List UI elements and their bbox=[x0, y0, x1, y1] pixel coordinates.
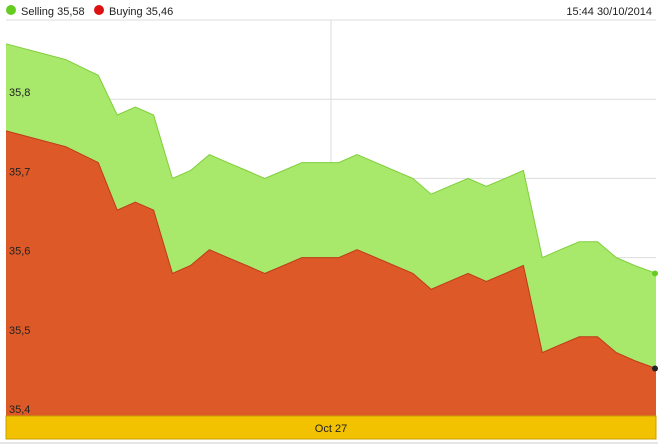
legend: Selling 35,58 Buying 35,46 bbox=[6, 5, 173, 18]
timestamp: 15:44 30/10/2014 bbox=[566, 6, 652, 18]
legend-label: Selling 35,58 bbox=[21, 6, 85, 18]
buying-end-marker bbox=[652, 365, 658, 372]
series-area-buying bbox=[6, 130, 656, 416]
legend-marker-buying bbox=[94, 5, 104, 15]
y-tick-label: 35,5 bbox=[9, 325, 30, 337]
legend-label: Buying 35,46 bbox=[109, 6, 173, 18]
y-tick-label: 35,6 bbox=[9, 246, 30, 258]
x-tick-label: Oct 27 bbox=[315, 423, 347, 435]
series-areas bbox=[6, 43, 656, 417]
y-axis-ticks: 35,4 35,5 35,6 35,7 35,8 bbox=[9, 87, 30, 416]
x-axis-band bbox=[5, 415, 657, 440]
y-tick-label: 35,8 bbox=[9, 87, 30, 99]
selling-end-marker bbox=[652, 270, 658, 277]
y-tick-label: 35,7 bbox=[9, 166, 30, 178]
y-tick-label: 35,4 bbox=[9, 404, 30, 416]
series-lines bbox=[5, 43, 658, 372]
legend-marker-selling bbox=[6, 5, 16, 15]
series-line-selling bbox=[5, 43, 657, 274]
x-axis-bar: Oct 27 bbox=[0, 415, 658, 444]
series-line-buying bbox=[5, 130, 657, 369]
